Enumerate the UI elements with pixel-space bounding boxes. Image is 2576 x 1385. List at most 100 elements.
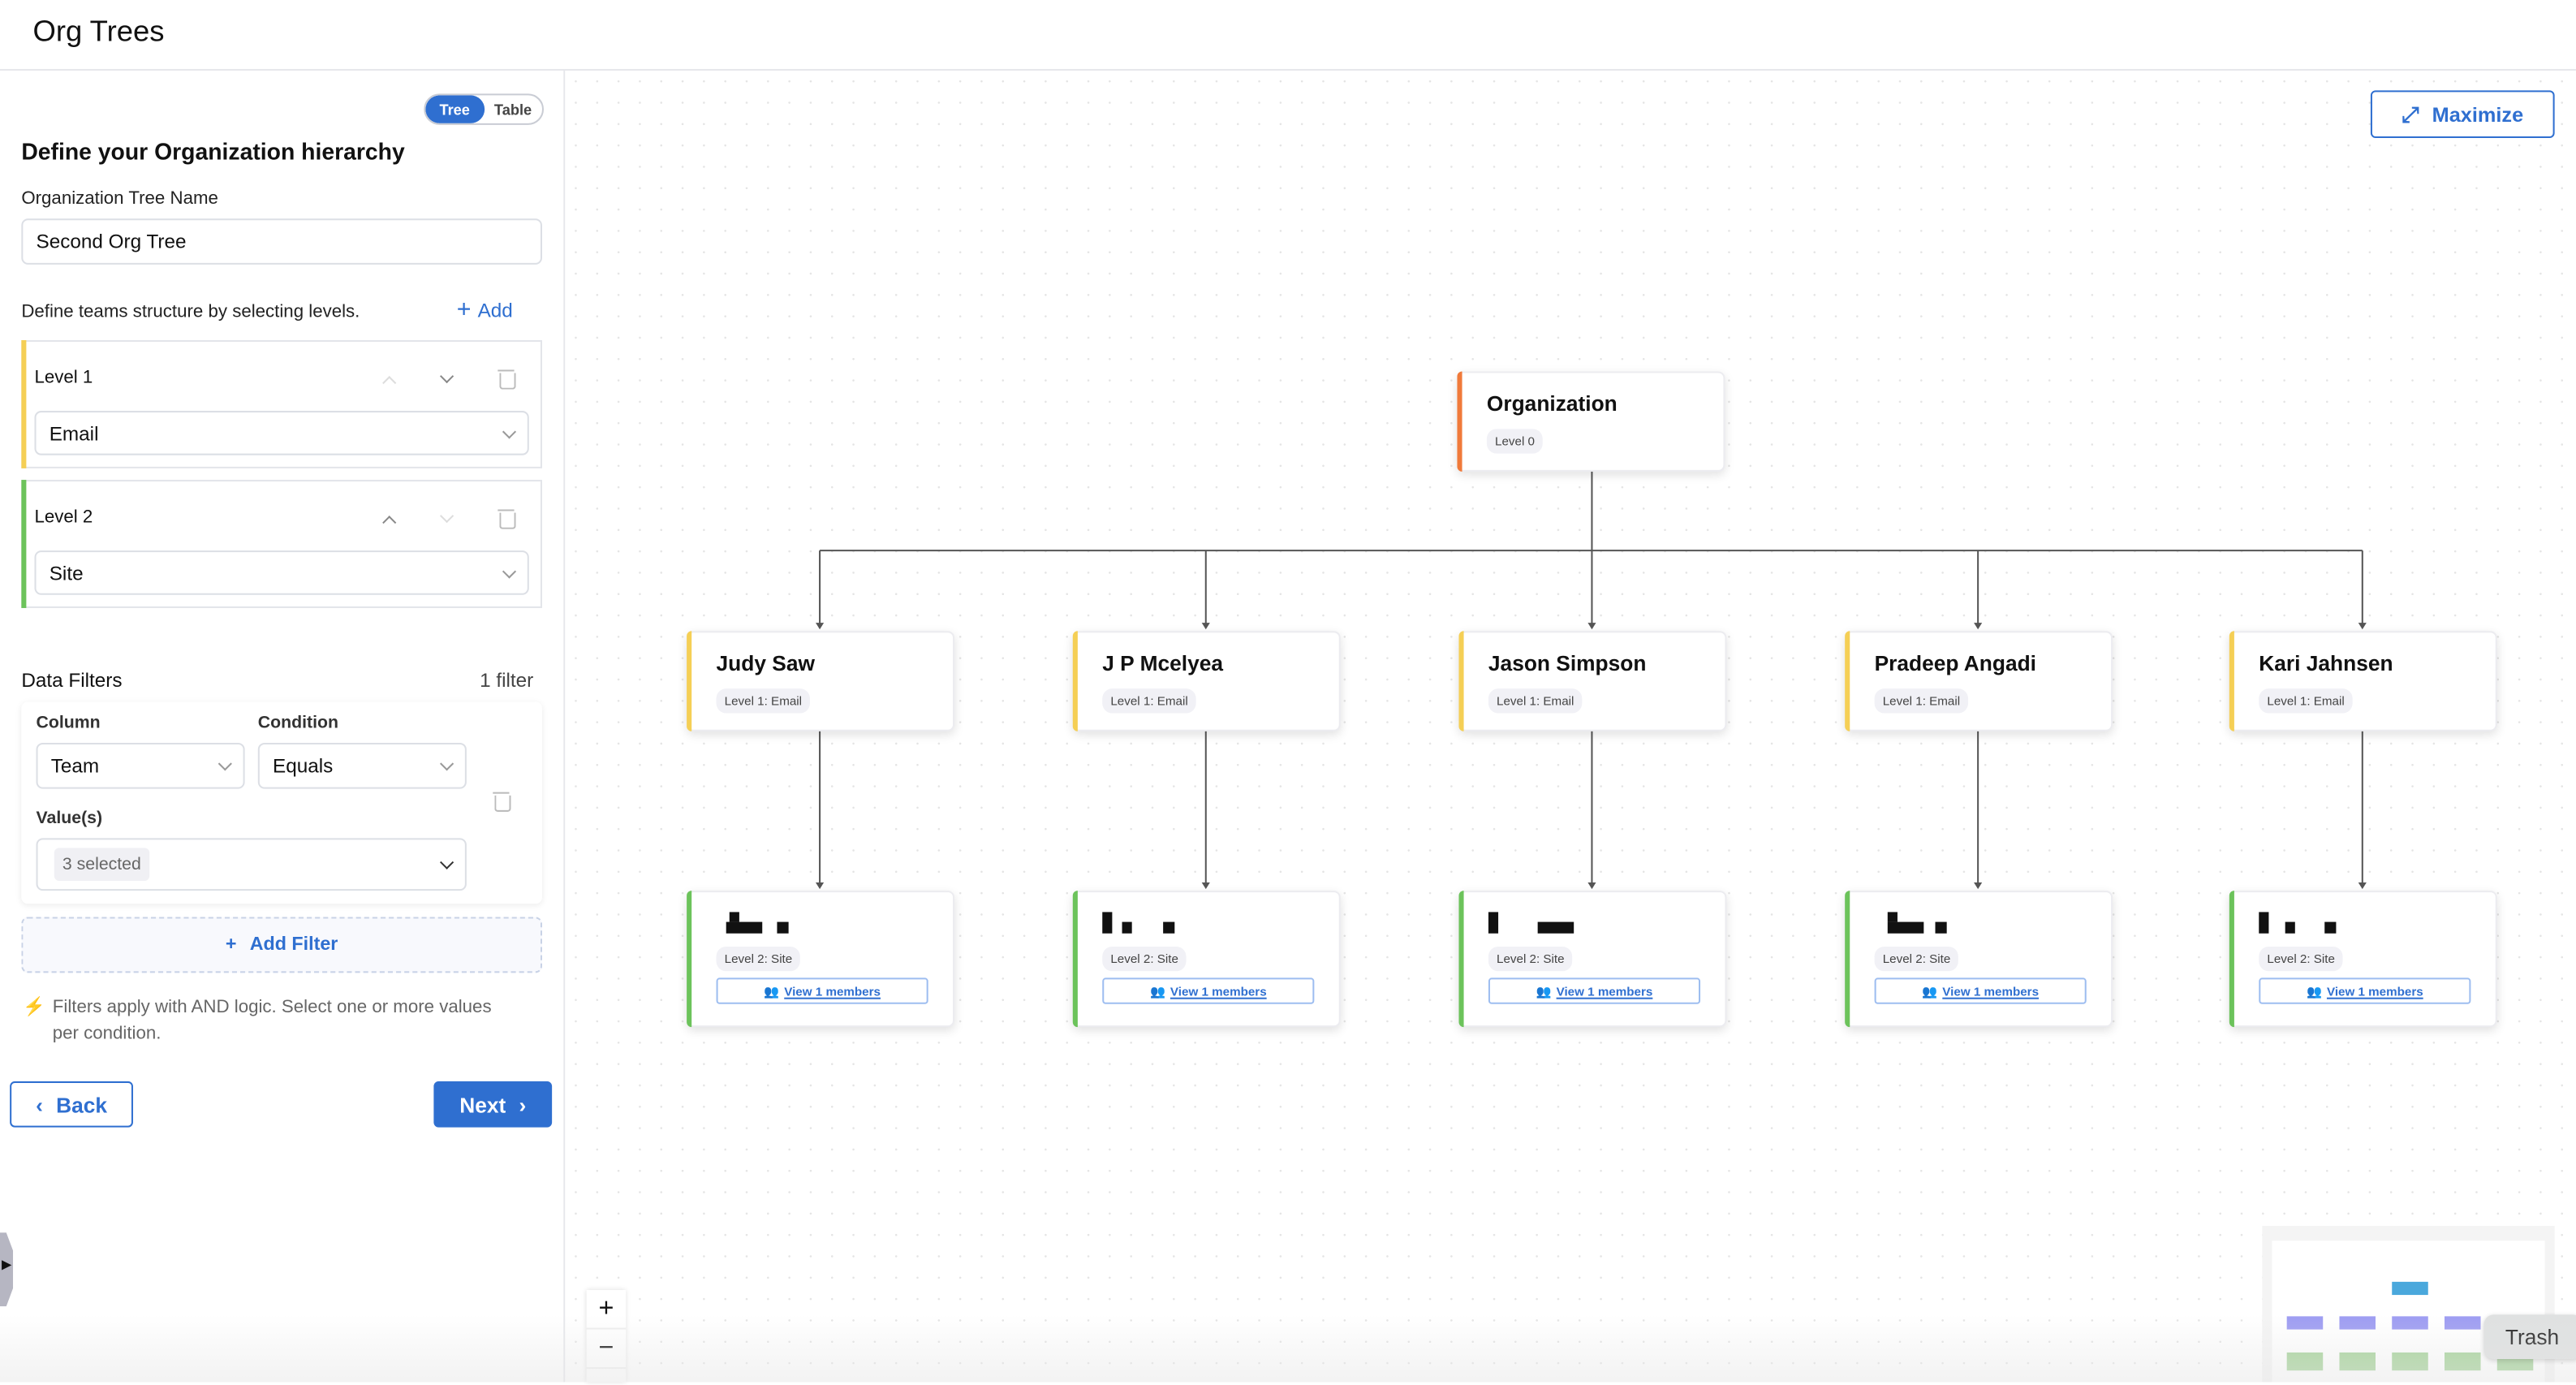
node-level-badge: Level 2: Site [1488,946,1573,972]
node-color-bar [2229,891,2234,1028]
level-label: Level 2 [34,507,93,528]
edge-arrow [1974,882,1983,890]
edge-arrow [1974,623,1983,630]
view-toggle[interactable]: Tree Table [424,93,545,125]
page-title: Org Trees [32,15,165,48]
expand-icon: ⤢ [2402,101,2419,126]
back-label: Back [56,1092,107,1117]
tree-node-level1[interactable]: J P Mcelyea Level 1: Email [1072,631,1341,731]
tree-node-level1[interactable]: Pradeep Angadi Level 1: Email [1845,631,2113,731]
node-name: Pradeep Angadi [1874,650,2036,675]
toggle-tree[interactable]: Tree [425,95,485,123]
level-1-select[interactable]: Email [34,411,529,455]
tree-node-level1[interactable]: Judy Saw Level 1: Email [687,631,955,731]
view-members-label: View 1 members [1556,983,1653,999]
edge-arrow [1587,623,1596,630]
node-color-bar [1072,891,1078,1028]
zoom-controls: + − [586,1289,627,1385]
tree-node-level2[interactable]: Level 2: Site 👥 View 1 members [1845,891,2113,1028]
condition-select[interactable]: Equals [257,742,467,789]
node-color-bar [1845,891,1850,1028]
minimap-node [2392,1352,2428,1371]
node-color-bar [2229,631,2234,731]
tree-node-level2[interactable]: Level 2: Site 👥 View 1 members [687,891,955,1028]
play-icon: ▶ [2,1257,12,1272]
view-members-button[interactable]: 👥 View 1 members [2259,977,2471,1004]
level-2-select[interactable]: Site [34,550,529,595]
tree-node-level2[interactable]: Level 2: Site 👥 View 1 members [2229,891,2497,1028]
toggle-table[interactable]: Table [493,101,532,118]
edge-arrow [1201,623,1210,630]
node-level-badge: Level 1: Email [1102,688,1196,714]
node-color-bar [1458,891,1464,1028]
maximize-label: Maximize [2432,102,2524,126]
redacted-name [2259,912,2357,934]
view-members-button[interactable]: 👥 View 1 members [716,977,928,1004]
redacted-name [1102,912,1200,934]
lightning-icon: ⚡ [23,997,46,1017]
add-filter-button[interactable]: + Add Filter [21,917,542,973]
users-icon: 👥 [1149,983,1165,999]
node-name: Judy Saw [716,650,815,675]
next-label: Next [459,1092,506,1117]
tree-name-label: Organization Tree Name [21,188,218,209]
edge-arrow [2358,623,2367,630]
node-level-badge: Level 2: Site [1102,946,1187,972]
tree-node-level2[interactable]: Level 2: Site 👥 View 1 members [1458,891,1727,1028]
maximize-button[interactable]: ⤢ Maximize [2370,90,2555,139]
panel-collapse-handle[interactable]: ▶ [0,1232,14,1307]
minimap-node [2286,1352,2324,1371]
node-level-badge: Level 1: Email [2259,688,2353,714]
trash-icon[interactable] [493,792,511,812]
node-name: Kari Jahnsen [2259,650,2393,675]
view-members-button[interactable]: 👥 View 1 members [1102,977,1315,1004]
node-color-bar [1458,631,1464,731]
redacted-name [1488,912,1587,934]
minimap-node [2445,1316,2481,1330]
level-card-1: Level 1 Email [21,340,542,468]
tree-node-level2[interactable]: Level 2: Site 👥 View 1 members [1072,891,1341,1028]
view-members-label: View 1 members [1170,983,1267,999]
node-color-bar [1072,631,1078,731]
tree-name-input[interactable]: Second Org Tree [21,218,542,265]
users-icon: 👥 [2306,983,2322,999]
node-color-bar [687,891,692,1028]
tree-node-level1[interactable]: Jason Simpson Level 1: Email [1458,631,1727,731]
condition-label: Condition [257,713,338,733]
trash-icon[interactable] [498,509,516,529]
redacted-name [1875,912,1973,934]
tree-node-root[interactable]: Organization Level 0 [1457,371,1725,472]
users-icon: 👥 [1922,983,1938,999]
values-select[interactable]: 3 selected [36,838,467,891]
view-members-label: View 1 members [784,983,881,999]
fit-view-button[interactable] [587,1369,627,1385]
form-heading: Define your Organization hierarchy [21,138,405,165]
trash-icon[interactable] [498,369,516,390]
tree-node-level1[interactable]: Kari Jahnsen Level 1: Email [2229,631,2497,731]
level-label: Level 1 [34,368,93,388]
view-members-label: View 1 members [2326,983,2423,999]
filters-info: Filters apply with AND logic. Select one… [52,997,492,1044]
trash-tooltip: Trash [2483,1314,2576,1360]
zoom-out-button[interactable]: − [586,1330,627,1370]
filter-count: 1 filter [480,668,534,692]
node-name: J P Mcelyea [1102,650,1223,675]
zoom-in-button[interactable]: + [586,1290,627,1330]
chevron-right-icon: › [519,1092,527,1117]
edge-arrow [1201,882,1210,890]
view-members-button[interactable]: 👥 View 1 members [1874,977,2087,1004]
column-select[interactable]: Team [36,742,245,789]
add-level-button[interactable]: + Add [457,297,513,322]
node-level-badge: Level 2: Site [1874,946,1959,972]
node-level-badge: Level 2: Site [2259,946,2344,972]
next-button[interactable]: Next › [433,1081,553,1128]
back-button[interactable]: ‹ Back [10,1081,133,1128]
view-members-button[interactable]: 👥 View 1 members [1488,977,1701,1004]
filters-title: Data Filters [21,668,123,692]
values-label: Value(s) [36,808,103,829]
add-level-label: Add [477,299,513,322]
users-icon: 👥 [764,983,780,999]
minimap-node [2392,1316,2428,1330]
edge-arrow [1587,882,1596,890]
